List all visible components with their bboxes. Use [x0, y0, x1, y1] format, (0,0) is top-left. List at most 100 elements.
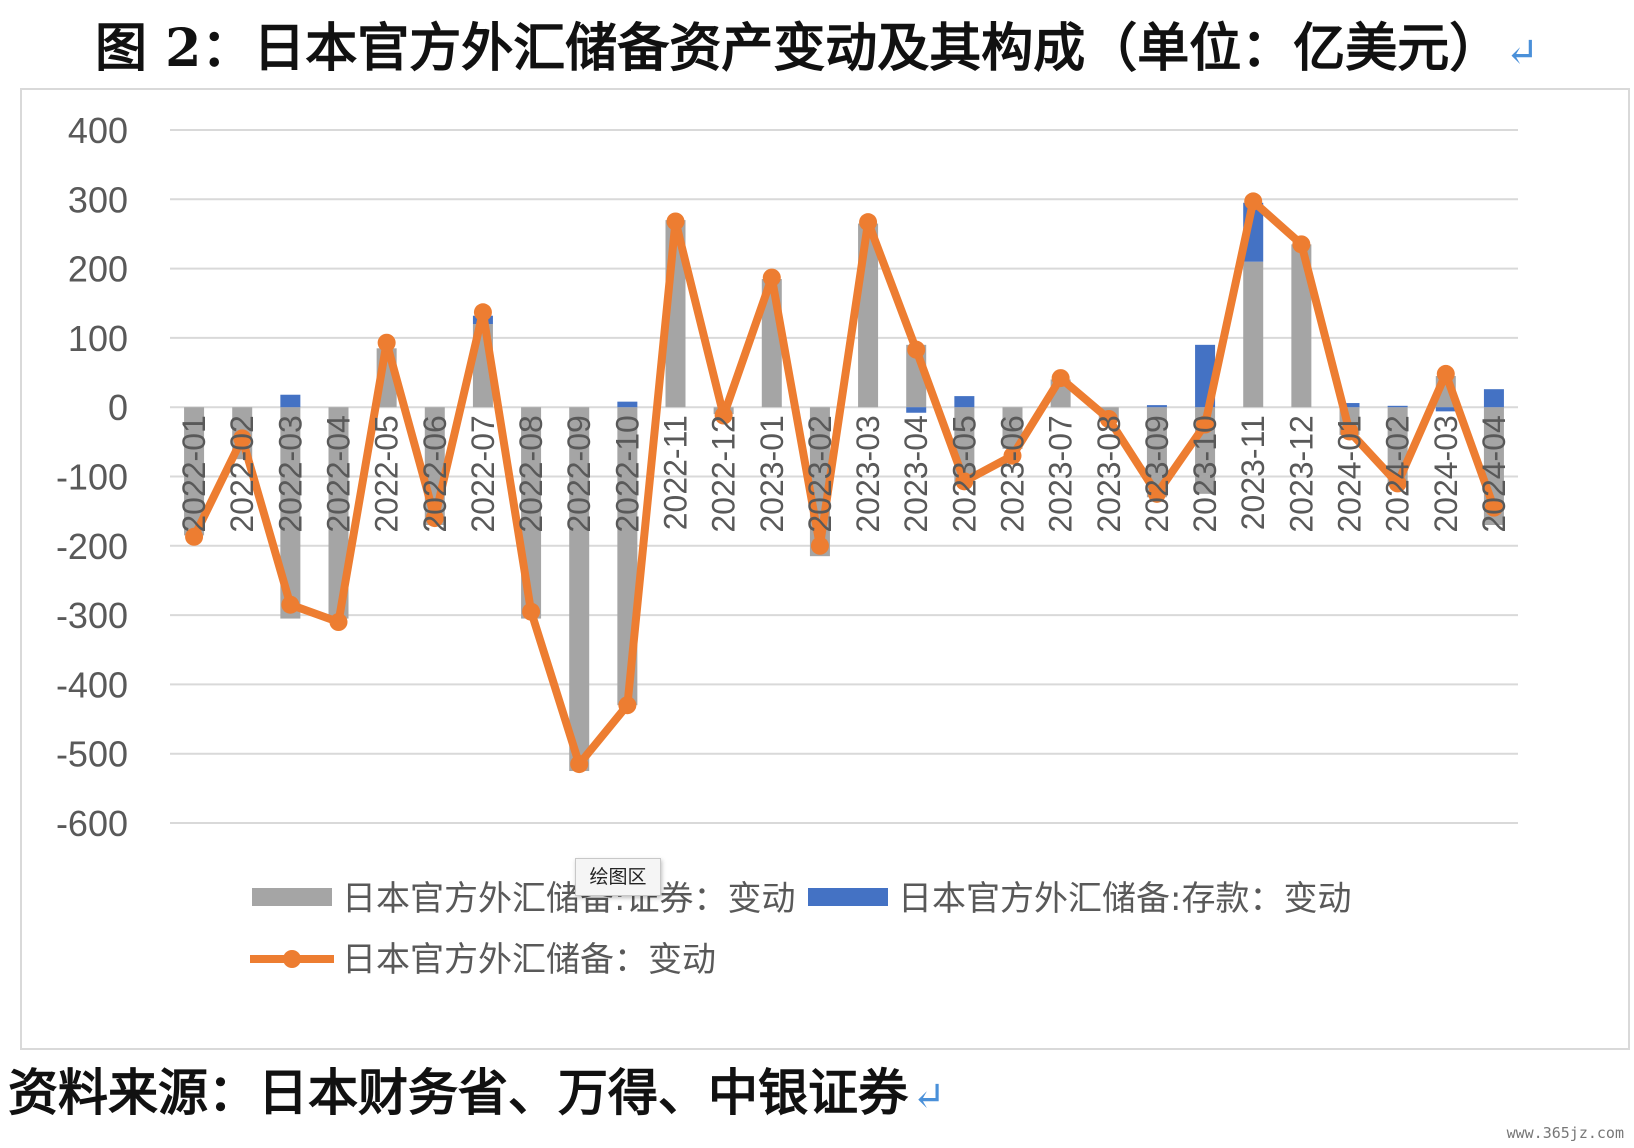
return-mark-icon: ↵	[912, 1074, 946, 1120]
x-tick-label: 2024-01	[1332, 415, 1368, 532]
total-point	[810, 536, 829, 555]
bar-deposits	[1146, 405, 1167, 408]
total-point	[1484, 498, 1503, 517]
y-tick-label: 100	[68, 318, 128, 359]
x-tick-label: 2023-03	[850, 415, 886, 532]
bar-securities	[1146, 407, 1167, 498]
y-tick-label: 200	[68, 249, 128, 290]
total-point	[1388, 474, 1407, 493]
y-tick-label: -400	[56, 664, 128, 705]
bar-securities	[1002, 407, 1023, 449]
total-point	[1340, 422, 1359, 441]
bar-deposits	[280, 394, 301, 408]
chart-svg: 400 300 200 100 0 -100 -200 -300 -400 -500 -600 20…	[56, 110, 1518, 980]
y-axis-ticks: 400 300 200 100 0 -100 -200 -300 -400 -500 -600	[56, 110, 128, 844]
x-tick-label: 2023-09	[1139, 415, 1175, 532]
x-tick-label: 2022-07	[465, 415, 501, 532]
y-tick-label: 300	[68, 179, 128, 220]
legend-swatch-deposits	[808, 888, 888, 906]
total-point	[1051, 369, 1070, 388]
x-tick-label: 2023-06	[995, 415, 1031, 532]
x-tick-label: 2022-04	[321, 415, 357, 532]
x-tick-label: 2024-02	[1380, 415, 1416, 532]
bar-deposits	[1387, 405, 1408, 408]
x-tick-label: 2024-04	[1476, 415, 1512, 532]
total-point	[859, 213, 878, 232]
x-tick-label: 2024-03	[1428, 415, 1464, 532]
total-point	[425, 509, 444, 528]
total-point	[1436, 364, 1455, 383]
bar-deposits	[906, 407, 927, 413]
total-point	[1147, 484, 1166, 503]
y-tick-label: -600	[56, 803, 128, 844]
total-point	[473, 303, 492, 322]
total-point	[377, 333, 396, 352]
source-note: 资料来源：日本财务省、万得、中银证券 ↵	[8, 1058, 946, 1128]
bar-securities	[569, 407, 590, 772]
y-tick-label: 0	[108, 387, 128, 428]
bar-deposits	[1339, 403, 1360, 408]
bar-deposits	[1483, 389, 1504, 408]
total-line	[185, 192, 1503, 774]
total-point	[233, 429, 252, 448]
x-tick-label: 2023-11	[1235, 415, 1271, 530]
x-tick-label: 2022-10	[609, 415, 645, 532]
bar-deposits	[954, 396, 975, 408]
figure-title: 图 2：日本官方外汇储备资产变动及其构成（单位：亿美元） ↵	[95, 14, 1575, 84]
total-point	[329, 613, 348, 632]
bar-securities	[184, 407, 205, 536]
total-point	[1292, 235, 1311, 254]
x-tick-label: 2022-01	[176, 415, 212, 532]
plot-area-tooltip: 绘图区	[575, 858, 661, 896]
bar-deposits	[617, 401, 638, 408]
x-tick-label: 2023-01	[754, 415, 790, 532]
bar-securities	[1291, 244, 1312, 408]
x-tick-label: 2022-08	[513, 415, 549, 532]
y-tick-label: -500	[56, 734, 128, 775]
x-tick-label: 2023-12	[1283, 415, 1319, 532]
x-tick-label: 2023-10	[1187, 415, 1223, 532]
total-line-path	[190, 197, 1498, 769]
total-point	[714, 406, 733, 425]
x-tick-label: 2022-05	[369, 415, 405, 532]
y-tick-label: -100	[56, 457, 128, 498]
x-tick-label: 2022-12	[706, 415, 742, 532]
total-point	[762, 268, 781, 287]
return-mark-icon: ↵	[1505, 30, 1539, 76]
x-tick-label: 2023-05	[946, 415, 982, 532]
total-point	[185, 527, 204, 546]
bar-securities	[280, 407, 301, 619]
watermark: www.365jz.com	[1506, 1124, 1624, 1142]
x-tick-label: 2022-03	[272, 415, 308, 532]
source-note-text: 资料来源：日本财务省、万得、中银证券	[8, 1063, 908, 1122]
legend-swatch-total-point	[283, 950, 301, 968]
chart-area[interactable]: 400 300 200 100 0 -100 -200 -300 -400 -500 -600 20…	[20, 88, 1630, 1050]
total-point	[281, 595, 300, 614]
legend-label-total: 日本官方外汇储备：变动	[342, 940, 716, 980]
legend-label-deposits: 日本官方外汇储备:存款：变动	[898, 879, 1351, 919]
x-tick-label: 2023-04	[898, 415, 934, 532]
total-point	[618, 696, 637, 715]
total-point	[1244, 192, 1263, 211]
total-point	[666, 212, 685, 231]
x-tick-label: 2022-11	[658, 415, 694, 530]
bar-securities	[1243, 261, 1264, 408]
total-point	[570, 755, 589, 774]
figure-title-text: 图 2：日本官方外汇储备资产变动及其构成（单位：亿美元）	[95, 18, 1502, 79]
total-point	[1003, 446, 1022, 465]
bar-securities	[328, 407, 349, 619]
x-tick-label: 2023-08	[1091, 415, 1127, 532]
x-tick-label: 2023-02	[802, 415, 838, 532]
total-point	[1196, 415, 1215, 434]
bar-deposits	[1435, 407, 1456, 412]
legend-swatch-securities	[252, 888, 332, 906]
total-point	[907, 340, 926, 359]
legend-label-securities: 日本官方外汇储备:证券：变动	[342, 879, 795, 919]
x-tick-label: 2022-06	[417, 415, 453, 532]
y-tick-label: -300	[56, 595, 128, 636]
total-point	[955, 472, 974, 491]
x-axis-ticks: 2022-01 2022-02 2022-03 2022-04 2022-05 2022-…	[176, 415, 1512, 532]
x-tick-label: 2022-02	[224, 415, 260, 532]
y-tick-label: 400	[68, 110, 128, 151]
